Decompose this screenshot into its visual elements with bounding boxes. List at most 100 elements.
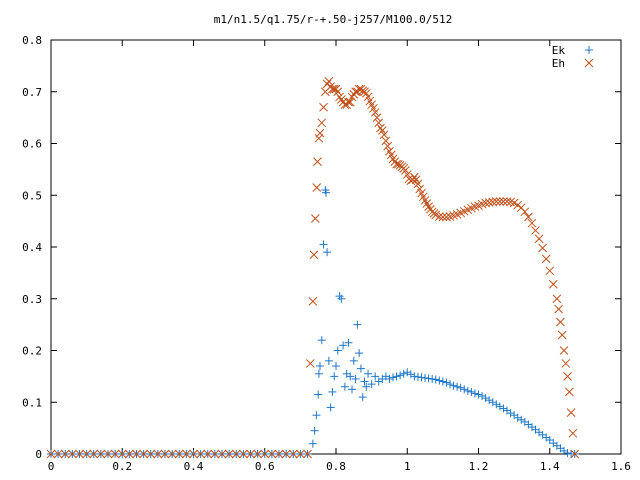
point-eh	[314, 133, 324, 143]
point-eh	[75, 449, 84, 459]
point-eh	[182, 449, 191, 459]
point-ek	[406, 370, 415, 379]
point-ek	[385, 374, 394, 383]
point-eh	[434, 212, 444, 221]
point-ek	[424, 374, 433, 383]
point-ek	[467, 387, 476, 396]
point-eh	[568, 428, 578, 438]
point-eh	[324, 77, 334, 86]
point-eh	[342, 100, 352, 110]
point-eh	[408, 175, 417, 185]
point-eh	[196, 449, 205, 459]
point-eh	[340, 100, 350, 110]
series-layer	[46, 77, 580, 459]
point-ek	[356, 364, 365, 373]
point-ek	[322, 188, 331, 197]
point-eh	[559, 346, 569, 355]
point-ek	[403, 368, 412, 377]
point-ek	[560, 446, 568, 455]
point-eh	[103, 449, 113, 459]
point-eh	[470, 202, 480, 211]
point-eh	[449, 211, 458, 220]
point-eh	[502, 197, 512, 206]
x-tick-label: 0.8	[326, 460, 346, 473]
point-ek	[431, 375, 440, 384]
point-eh	[46, 449, 56, 459]
point-ek	[317, 336, 326, 345]
point-ek	[389, 373, 397, 382]
point-eh	[139, 449, 148, 459]
point-eh	[513, 200, 523, 210]
point-eh	[326, 82, 336, 91]
point-ek	[470, 389, 479, 398]
point-eh	[445, 212, 455, 221]
point-eh	[82, 449, 91, 459]
point-ek	[428, 374, 437, 383]
point-eh	[438, 212, 448, 222]
point-eh	[317, 118, 327, 128]
point-eh	[260, 449, 270, 459]
point-ek	[506, 409, 515, 418]
point-eh	[554, 304, 564, 314]
point-ek	[413, 372, 422, 381]
point-eh	[379, 130, 389, 140]
point-eh	[267, 449, 277, 459]
point-eh	[495, 197, 505, 206]
point-eh	[60, 449, 70, 459]
point-eh	[335, 92, 344, 102]
point-ek	[474, 390, 483, 399]
y-tick-label: 0.5	[22, 189, 42, 202]
point-ek	[392, 372, 401, 381]
point-ek	[499, 404, 508, 413]
point-eh	[329, 84, 339, 94]
point-eh	[561, 359, 571, 368]
x-tick-label: 1.2	[469, 460, 489, 473]
point-eh	[253, 449, 262, 459]
point-ek	[396, 371, 405, 380]
point-eh	[370, 108, 380, 117]
point-eh	[246, 449, 255, 459]
point-eh	[499, 197, 508, 206]
point-ek	[349, 356, 358, 365]
point-eh	[110, 449, 120, 459]
y-tick-label: 0.6	[22, 138, 42, 151]
point-eh	[527, 218, 537, 228]
point-eh	[488, 197, 498, 207]
y-tick-label: 0.3	[22, 293, 42, 306]
x-tick-label: 0.4	[184, 460, 204, 473]
point-eh	[564, 387, 574, 397]
point-eh	[374, 118, 384, 128]
point-eh	[296, 449, 305, 459]
point-ek	[367, 380, 376, 389]
point-eh	[68, 449, 77, 459]
point-ek	[417, 373, 426, 382]
point-ek	[362, 382, 371, 391]
point-eh	[333, 87, 343, 97]
point-eh	[174, 449, 184, 459]
point-eh	[353, 87, 362, 97]
point-eh	[239, 449, 248, 459]
point-ek	[315, 362, 324, 371]
y-tick-label: 0.7	[22, 86, 42, 99]
point-eh	[351, 87, 360, 97]
point-ek	[410, 372, 419, 381]
point-eh	[548, 279, 558, 289]
point-ek	[326, 403, 335, 412]
point-ek	[344, 338, 353, 347]
point-ek	[478, 392, 487, 401]
point-ek	[314, 369, 323, 378]
point-eh	[309, 250, 319, 260]
point-eh	[310, 214, 320, 223]
point-eh	[224, 449, 234, 459]
point-ek	[339, 341, 348, 350]
point-ek	[346, 372, 355, 381]
point-eh	[231, 449, 241, 459]
legend-marker-ek	[585, 46, 593, 54]
point-ek	[481, 394, 490, 403]
point-ek	[358, 393, 367, 402]
point-ek	[488, 398, 497, 407]
point-eh	[96, 449, 106, 459]
point-ek	[442, 378, 451, 387]
point-eh	[557, 330, 567, 340]
